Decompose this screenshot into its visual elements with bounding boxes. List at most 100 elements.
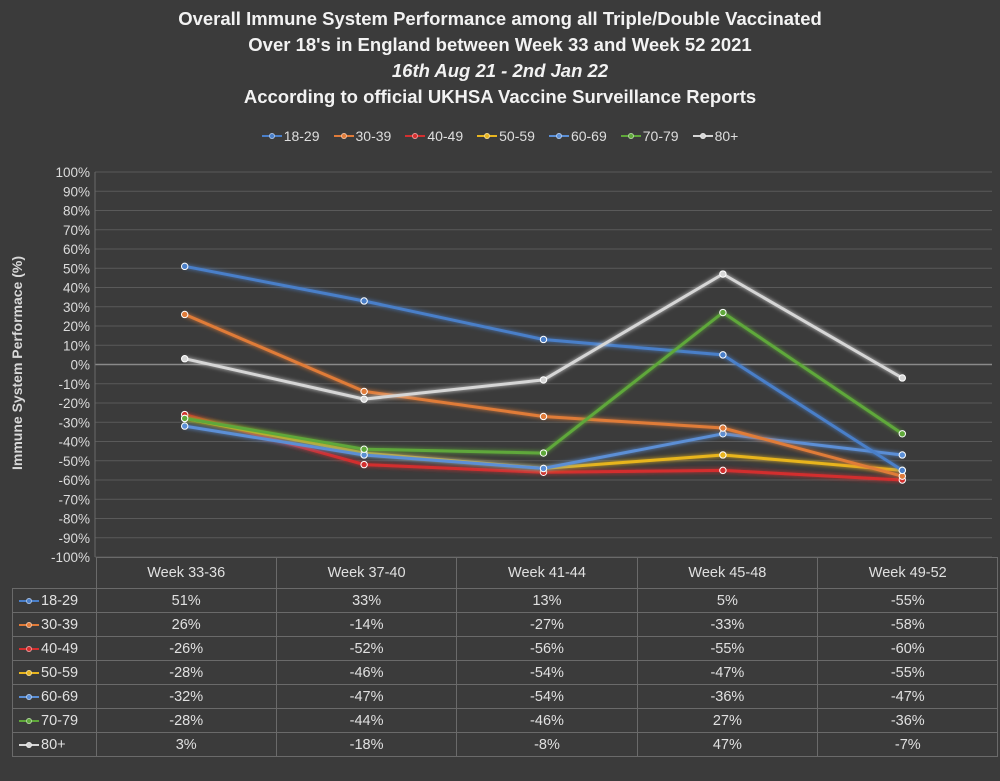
data-point-50-59 bbox=[719, 451, 727, 459]
y-tick-label: 70% bbox=[63, 223, 90, 238]
legend-item-70-79: 70-79 bbox=[620, 128, 679, 144]
legend-label: 40-49 bbox=[427, 128, 464, 144]
table-body: 18-29 51% 33% 13% 5% -55% 30-39 26% -14% -27% -33%… bbox=[12, 588, 999, 757]
legend-item-60-69: 60-69 bbox=[548, 128, 607, 144]
data-point-70-79 bbox=[898, 430, 906, 438]
table-cell: -46% bbox=[456, 708, 638, 733]
legend-swatch bbox=[405, 131, 426, 141]
chart-source-line: According to official UKHSA Vaccine Surv… bbox=[243, 86, 757, 107]
series-30-39 bbox=[181, 310, 906, 480]
table-cell: -28% bbox=[95, 708, 277, 733]
legend-swatch bbox=[333, 131, 354, 141]
legend-label: 60-69 bbox=[570, 128, 607, 144]
table-row-swatch bbox=[19, 596, 39, 606]
y-tick-label: 90% bbox=[63, 184, 90, 199]
data-point-80+ bbox=[539, 376, 548, 384]
y-tick-label: 20% bbox=[63, 319, 90, 334]
y-axis-label: Immune System Performace (%) bbox=[9, 256, 25, 470]
table-row-header: 40-49 bbox=[12, 636, 97, 661]
table-cell: -33% bbox=[636, 612, 819, 637]
table-row-header: 18-29 bbox=[12, 588, 97, 613]
table-cell: 27% bbox=[636, 708, 819, 733]
chart-title-line2: Over 18's in England between Week 33 and… bbox=[248, 34, 752, 55]
legend-item-30-39: 30-39 bbox=[333, 128, 391, 144]
table-cell: -26% bbox=[95, 636, 277, 661]
series-80+ bbox=[181, 270, 906, 403]
y-tick-label: 30% bbox=[63, 300, 90, 315]
table-cell: -55% bbox=[817, 588, 999, 613]
table-row-swatch bbox=[19, 740, 39, 750]
data-point-60-69 bbox=[898, 451, 906, 459]
y-tick-label: -90% bbox=[58, 531, 90, 546]
legend-label: 50-59 bbox=[499, 128, 535, 144]
table-cell: -7% bbox=[817, 732, 999, 757]
table-column-header: Week 45-48 bbox=[636, 557, 819, 589]
y-tick-label: 80% bbox=[63, 204, 90, 219]
table-cell: -55% bbox=[636, 636, 819, 661]
series-18-29 bbox=[181, 262, 906, 475]
table-row: 70-79 -28% -44% -46% 27% -36% bbox=[12, 708, 999, 733]
table-row-header: 50-59 bbox=[12, 660, 97, 685]
y-tick-label: 50% bbox=[63, 261, 90, 276]
legend-item-50-59: 50-59 bbox=[477, 128, 535, 144]
data-point-80+ bbox=[181, 355, 189, 363]
y-tick-label: -30% bbox=[58, 415, 90, 430]
y-tick-label: -70% bbox=[58, 492, 90, 507]
data-point-80+ bbox=[360, 395, 368, 403]
legend-label: 70-79 bbox=[642, 128, 679, 144]
data-point-18-29 bbox=[898, 466, 906, 475]
y-tick-label: 40% bbox=[63, 281, 90, 296]
data-point-70-79 bbox=[360, 445, 368, 453]
y-tick-label: -50% bbox=[58, 454, 90, 469]
table-row: 30-39 26% -14% -27% -33% -58% bbox=[12, 612, 999, 637]
table-row-label: 60-69 bbox=[41, 688, 79, 705]
table-cell: -54% bbox=[456, 684, 638, 709]
table-cell: -54% bbox=[456, 660, 638, 685]
table-cell: -14% bbox=[275, 612, 458, 637]
data-point-18-29 bbox=[719, 351, 727, 359]
chart-title-line1: Overall Immune System Performance among … bbox=[178, 8, 822, 29]
data-point-30-39 bbox=[719, 424, 727, 432]
data-point-40-49 bbox=[360, 460, 368, 469]
table-cell: -32% bbox=[95, 684, 277, 709]
table-row-label: 50-59 bbox=[41, 664, 79, 681]
data-point-30-39 bbox=[360, 387, 368, 396]
table-cell: -36% bbox=[817, 708, 999, 733]
y-tick-label: -40% bbox=[58, 435, 90, 450]
table-cell: -56% bbox=[456, 636, 638, 661]
data-point-30-39 bbox=[181, 310, 189, 319]
legend-item-18-29: 18-29 bbox=[261, 128, 320, 144]
table-row: 80+ 3% -18% -8% 47% -7% bbox=[12, 732, 999, 757]
chart-legend: 18-29 30-39 40-49 50-59 60-69 70-79 80+ bbox=[0, 128, 1000, 144]
table-cell: -47% bbox=[636, 660, 819, 685]
data-point-80+ bbox=[719, 270, 727, 278]
legend-label: 18-29 bbox=[283, 128, 320, 144]
legend-swatch bbox=[261, 131, 282, 141]
y-tick-label: -20% bbox=[58, 396, 90, 411]
y-tick-label: 0% bbox=[70, 358, 90, 373]
table-cell: -27% bbox=[456, 612, 638, 637]
table-cell: -52% bbox=[275, 636, 458, 661]
table-cell: -18% bbox=[275, 732, 458, 757]
table-row: 50-59 -28% -46% -54% -47% -55% bbox=[12, 660, 999, 685]
data-point-80+ bbox=[898, 374, 906, 382]
data-point-70-79 bbox=[181, 414, 189, 423]
y-tick-label: -60% bbox=[58, 473, 90, 488]
gridlines bbox=[95, 171, 992, 558]
table-cell: -28% bbox=[95, 660, 277, 685]
table-row-swatch bbox=[19, 644, 39, 654]
y-tick-label: -80% bbox=[58, 512, 90, 527]
data-point-18-29 bbox=[539, 335, 548, 344]
table-cell: 13% bbox=[456, 588, 638, 613]
legend-item-40-49: 40-49 bbox=[405, 128, 463, 144]
y-tick-label: 10% bbox=[63, 338, 90, 353]
table-corner-cell bbox=[12, 557, 97, 589]
table-row-label: 40-49 bbox=[41, 640, 79, 657]
table-cell: -47% bbox=[817, 684, 999, 709]
data-point-60-69 bbox=[181, 422, 189, 430]
chart-title-block: Overall Immune System Performance among … bbox=[0, 6, 1000, 110]
series-70-79 bbox=[181, 308, 906, 457]
data-table: Week 33-36 Week 37-40 Week 41-44 Week 45-48… bbox=[12, 557, 999, 757]
table-cell: -58% bbox=[817, 612, 999, 637]
data-point-70-79 bbox=[719, 308, 727, 317]
